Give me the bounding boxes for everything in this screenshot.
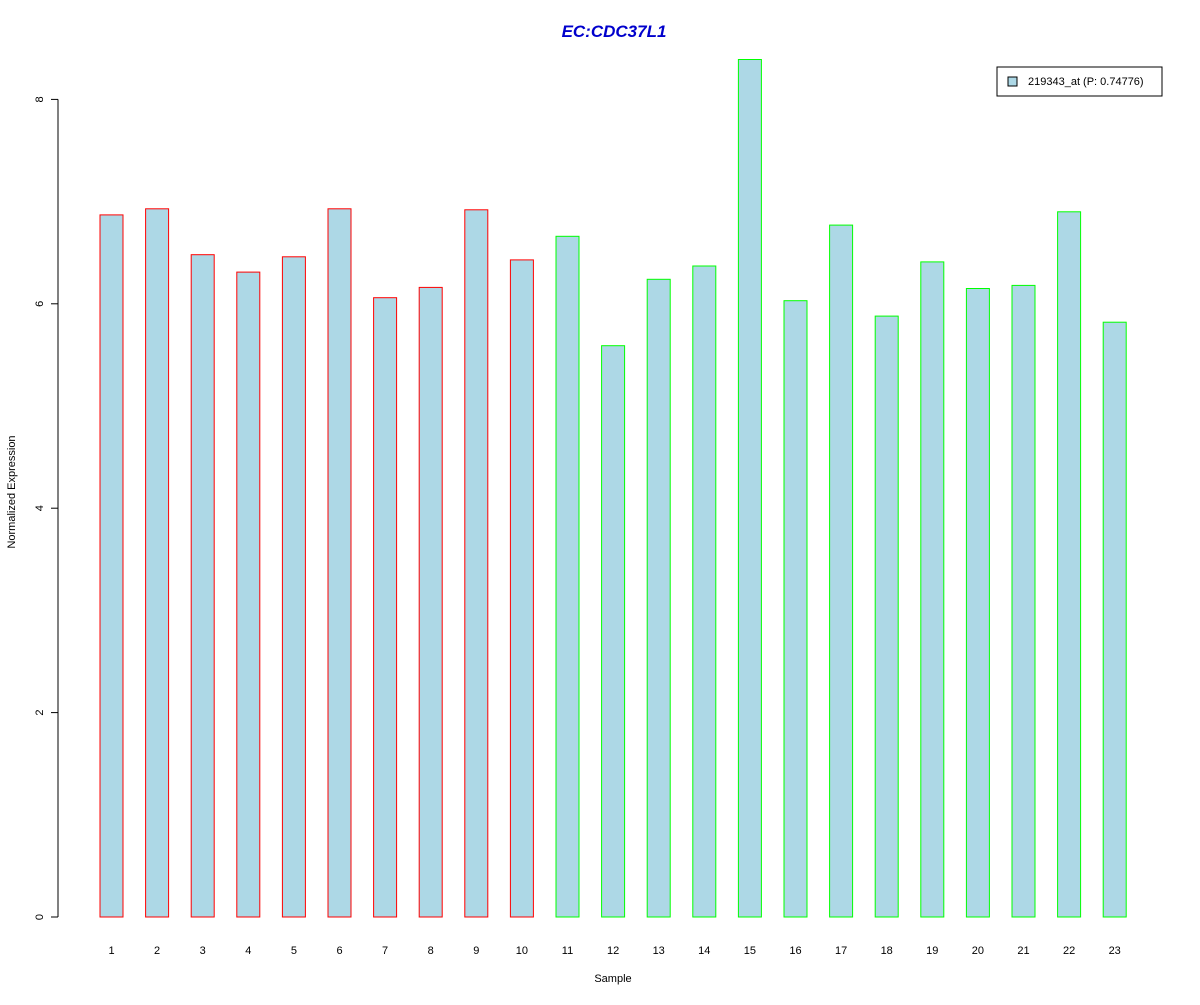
y-axis: 0 2 4 6 8 (34, 96, 59, 920)
bar-21 (1011, 284, 1036, 918)
x-tick-label: 16 (789, 945, 801, 957)
bar-10 (509, 259, 534, 918)
x-tick-label: 8 (428, 945, 434, 957)
bar-3 (190, 254, 215, 918)
bar-2 (145, 208, 170, 918)
x-tick-label: 11 (562, 945, 573, 957)
legend-box (996, 66, 1163, 97)
bar-14 (692, 265, 717, 918)
bar-22 (1057, 211, 1082, 918)
x-tick-label: 10 (516, 945, 528, 957)
x-tick-label: 12 (607, 945, 619, 957)
bar-7 (373, 297, 398, 918)
y-axis-label: Normalized Expression (6, 435, 18, 548)
x-tick-label: 7 (382, 945, 388, 957)
y-tick-label: 8 (34, 96, 46, 102)
legend: 219343_at (P: 0.74776) (996, 66, 1163, 97)
x-tick-label: 15 (744, 945, 756, 957)
x-tick-label: 13 (653, 945, 665, 957)
y-tick-label: 4 (34, 505, 46, 511)
bar-23 (1102, 321, 1127, 918)
bar-1 (99, 214, 124, 918)
bar-4 (236, 271, 261, 918)
x-tick-label: 19 (926, 945, 938, 957)
x-tick-label: 20 (972, 945, 984, 957)
x-tick-label: 17 (835, 945, 847, 957)
x-tick-label: 9 (473, 945, 479, 957)
x-tick-labels: 1 2 3 4 5 6 7 8 9 10 11 12 13 14 15 16 17 18 19 20 21 22 23 (108, 945, 1120, 957)
x-tick-label: 18 (881, 945, 893, 957)
chart-title: EC:CDC37L1 (562, 22, 667, 41)
bar-18 (874, 315, 899, 918)
x-tick-label: 4 (245, 945, 251, 957)
bar-16 (783, 300, 808, 918)
x-tick-label: 3 (200, 945, 206, 957)
bars (99, 59, 1127, 918)
x-axis-label: Sample (594, 973, 631, 985)
x-tick-label: 5 (291, 945, 297, 957)
x-tick-label: 1 (108, 945, 114, 957)
bar-17 (829, 224, 854, 918)
bar-12 (601, 345, 626, 918)
bar-5 (281, 256, 306, 918)
x-tick-label: 14 (698, 945, 710, 957)
bar-6 (327, 208, 352, 918)
bar-11 (555, 235, 580, 918)
y-tick-label: 2 (34, 710, 46, 716)
bar-13 (646, 278, 671, 918)
bar-9 (464, 209, 489, 918)
y-tick-label: 6 (34, 301, 46, 307)
x-tick-label: 6 (336, 945, 342, 957)
bar-19 (920, 261, 945, 918)
x-tick-label: 23 (1109, 945, 1121, 957)
y-tick-label: 0 (34, 914, 46, 920)
x-tick-label: 2 (154, 945, 160, 957)
bar-20 (965, 288, 990, 918)
legend-label: 219343_at (P: 0.74776) (1028, 76, 1144, 88)
legend-swatch (1007, 76, 1018, 87)
x-tick-label: 22 (1063, 945, 1075, 957)
bar-8 (418, 286, 443, 918)
x-tick-label: 21 (1017, 945, 1029, 957)
bar-15 (737, 59, 762, 918)
